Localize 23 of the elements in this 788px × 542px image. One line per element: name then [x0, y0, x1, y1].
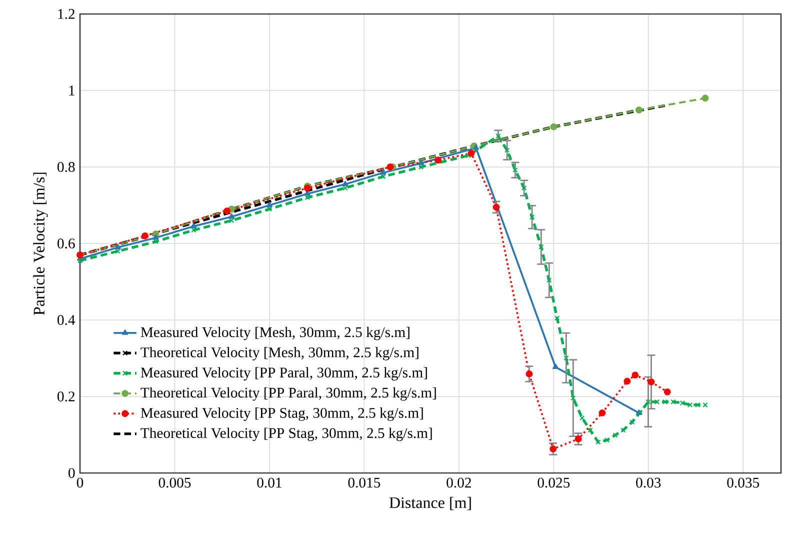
legend-label: Measured Velocity [PP Stag, 30mm, 2.5 kg/s.m] [140, 408, 423, 421]
y-tick-label: 0.4 [58, 315, 76, 325]
y-tick-label: 0.6 [58, 238, 75, 248]
y-axis-title: Particle Velocity [m/s] [33, 172, 48, 316]
x-tick-label: 0.02 [446, 478, 471, 488]
x-tick-label: 0.015 [348, 478, 380, 488]
x-tick-label: 0.03 [636, 478, 661, 488]
legend-label: Theoretical Velocity [PP Stag, 30mm, 2.5 kg/s.m] [140, 428, 432, 442]
y-tick-label: 1 [69, 86, 74, 96]
y-tick-label: 0 [68, 468, 75, 478]
legend-label: Theoretical Velocity [Mesh, 30mm, 2.5 kg/s.m] [140, 347, 418, 360]
legend-label: Measured Velocity [PP Paral, 30mm, 2.5 kg/s.m] [140, 367, 427, 380]
y-tick-label: 1.2 [58, 9, 74, 19]
x-tick-label: 0 [76, 478, 84, 488]
y-tick-label: 0.2 [58, 392, 74, 402]
x-tick-label: 0.035 [727, 478, 760, 488]
legend-label: Measured Velocity [Mesh, 30mm, 2.5 kg/s.m] [140, 326, 410, 340]
x-tick-label: 0.01 [257, 478, 282, 488]
x-tick-label: 0.025 [538, 478, 570, 488]
x-axis-title: Distance [m] [389, 496, 471, 510]
y-tick-label: 0.8 [58, 162, 75, 172]
legend-label: Theoretical Velocity [PP Paral, 30mm, 2.5 kg/s.m] [140, 387, 436, 401]
x-tick-label: 0.005 [158, 478, 191, 488]
